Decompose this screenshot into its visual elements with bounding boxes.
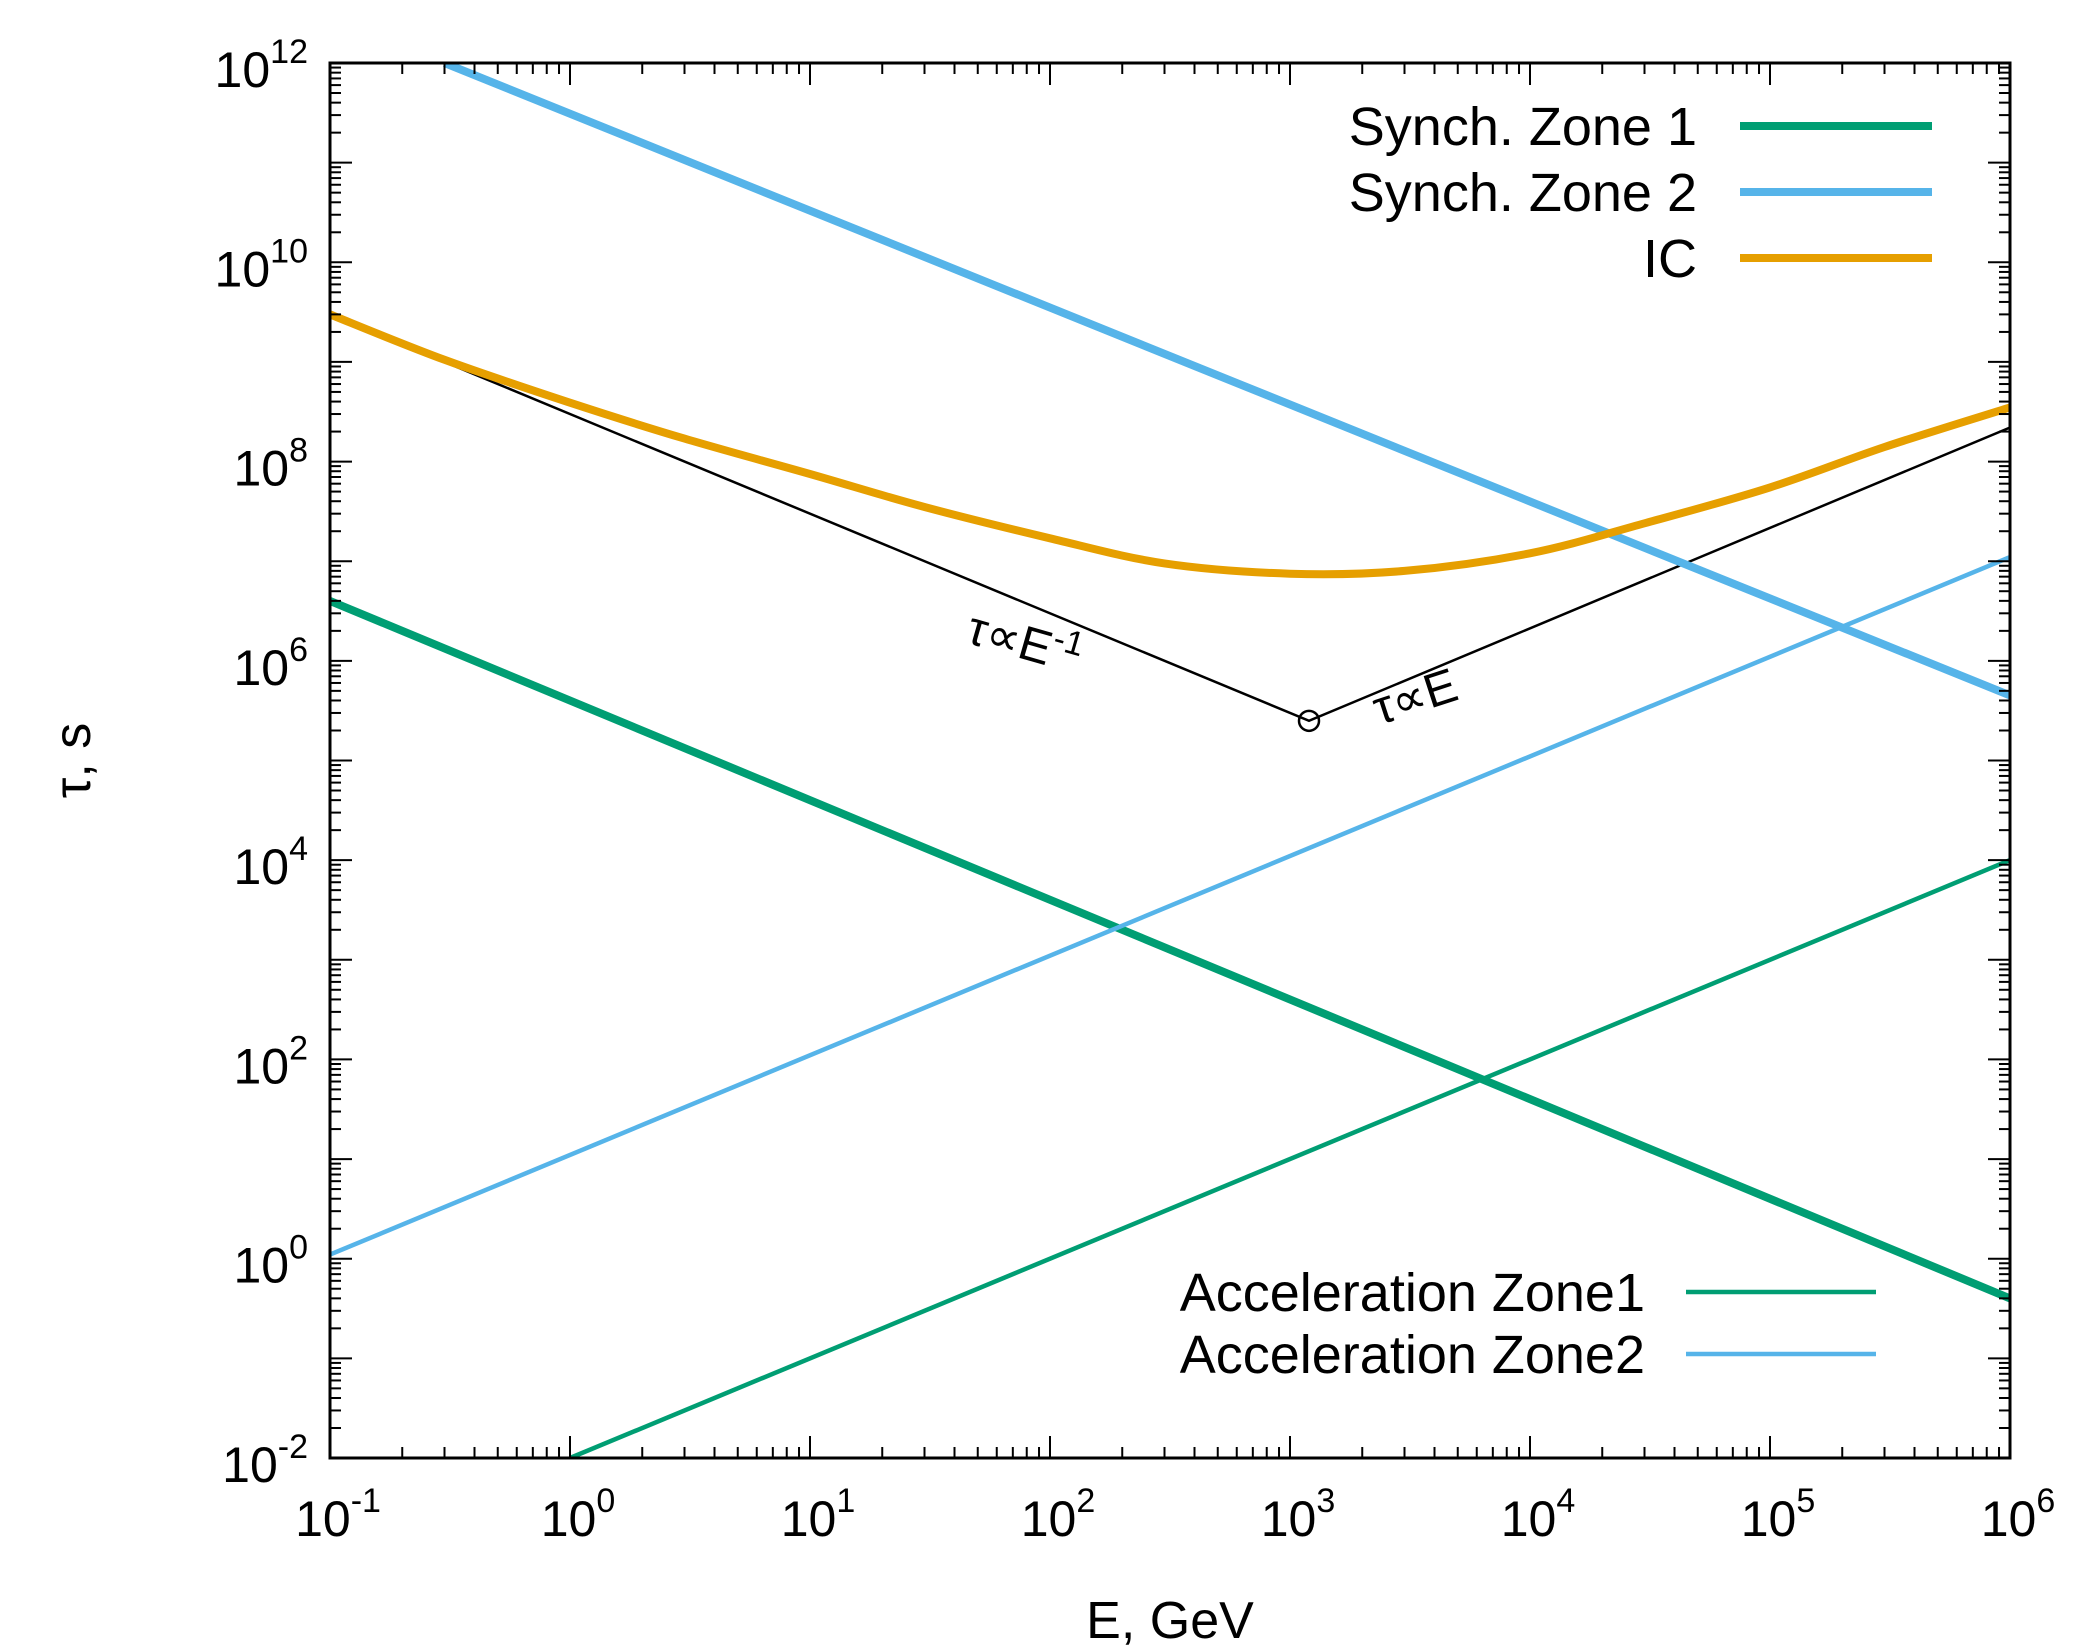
annotation-linear-text: τ∝E (1366, 659, 1463, 736)
y-tick-label: 102 (233, 1029, 308, 1094)
x-tick-label: 104 (1501, 1482, 1576, 1547)
x-tick-label: 105 (1741, 1482, 1816, 1547)
y-axis-title: τ, s (44, 723, 102, 798)
y-tick-label: 100 (233, 1229, 308, 1294)
series-line-acceleration-zone1 (569, 858, 2010, 1458)
annotation-inverse-text: τ∝E (961, 602, 1058, 676)
plot-area (330, 63, 2010, 1458)
y-tick-label: 1012 (215, 33, 308, 98)
series-line-synch-zone-2 (443, 63, 2010, 700)
series-line-synch-zone-1 (330, 597, 2010, 1303)
x-tick-label: 102 (1021, 1482, 1096, 1547)
x-axis-title: E, GeV (1086, 1592, 1254, 1650)
x-tick-label: 10-1 (295, 1482, 381, 1547)
y-tick-label: 108 (233, 432, 308, 497)
plot-frame (328, 61, 2012, 1460)
x-tick-label: 101 (781, 1482, 856, 1547)
legend-label: Acceleration Zone2 (1180, 1325, 1645, 1385)
y-tick-label: 104 (233, 830, 308, 895)
x-tick-label: 103 (1261, 1482, 1336, 1547)
guide-line (330, 313, 2010, 723)
y-tick-label: 106 (233, 631, 308, 696)
axis-ticks (329, 62, 2011, 1459)
annotation-inverse-slope: τ∝E-1 (961, 596, 1088, 685)
axis-tick-labels: 10-1 100 101 102 103 104 105 106 10-2 100 102 104 10… (215, 33, 2056, 1547)
series-line-acceleration-zone2 (330, 555, 2010, 1257)
svg-text:τ∝E: τ∝E (1366, 659, 1463, 736)
svg-text:τ∝E-1: τ∝E-1 (961, 596, 1088, 685)
legend-label: IC (1643, 229, 1697, 289)
y-tick-label: 10-2 (222, 1428, 308, 1493)
legend-label: Acceleration Zone1 (1180, 1263, 1645, 1323)
series-line-ic (330, 310, 2010, 579)
x-tick-label: 100 (541, 1482, 616, 1547)
legend-label: Synch. Zone 2 (1349, 163, 1697, 223)
annotation-linear-slope: τ∝E (1366, 659, 1463, 736)
x-tick-label: 106 (1981, 1482, 2056, 1547)
y-tick-label: 1010 (215, 232, 308, 297)
legend-label: Synch. Zone 1 (1349, 97, 1697, 157)
guide-marker (1297, 709, 1321, 733)
